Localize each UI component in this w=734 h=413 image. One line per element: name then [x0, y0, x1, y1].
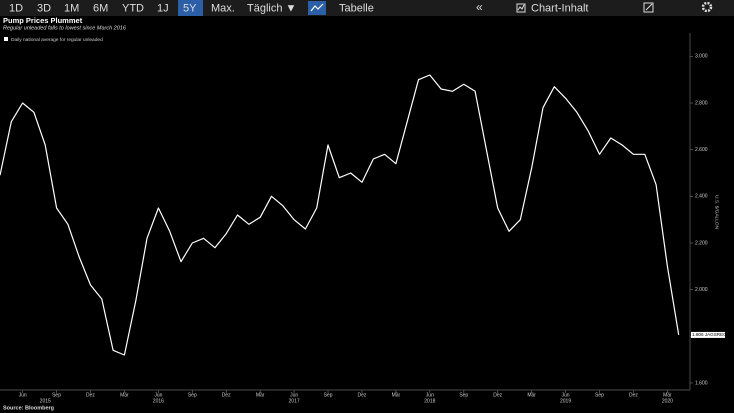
x-year-label: 2019: [560, 398, 571, 404]
x-tick-label: Jun: [426, 392, 434, 398]
x-tick-label: Jun: [562, 392, 570, 398]
toolbar-button[interactable]: 1M: [64, 2, 79, 14]
x-tick-label: Jun: [154, 392, 162, 398]
chart-content-icon: [516, 3, 526, 13]
y-tick-label: 2.000: [695, 287, 708, 293]
toolbar-button[interactable]: Tabelle: [339, 2, 374, 14]
x-tick-label: Sep: [188, 392, 197, 398]
x-tick-label: Dez: [222, 392, 231, 398]
y-tick-label: 2.200: [695, 240, 708, 246]
x-tick-label: Mär: [256, 392, 265, 398]
x-year-label: 2018: [424, 398, 435, 404]
y-tick-label: 1.600: [695, 380, 708, 386]
x-tick-label: Mär: [663, 392, 672, 398]
toolbar-button[interactable]: 3D: [37, 2, 51, 14]
x-tick-label: Mär: [527, 392, 536, 398]
toolbar-button[interactable]: Chart-Inhalt: [531, 2, 588, 14]
x-tick-label: Dez: [86, 392, 95, 398]
x-tick-label: Dez: [358, 392, 367, 398]
toolbar-button[interactable]: 6M: [93, 2, 108, 14]
chart-subtitle: Regular unleaded falls to lowest since M…: [3, 25, 127, 31]
x-tick-label: Mär: [120, 392, 129, 398]
toolbar-button[interactable]: 5Y: [183, 2, 197, 14]
x-tick-label: Sep: [52, 392, 61, 398]
x-tick-label: Sep: [324, 392, 333, 398]
toolbar-button[interactable]: 1D: [9, 2, 23, 14]
x-tick-label: Dez: [493, 392, 502, 398]
y-tick-label: 2.400: [695, 194, 708, 200]
y-tick-label: 2.600: [695, 147, 708, 153]
x-year-label: 2016: [153, 398, 164, 404]
last-value-box: [691, 331, 725, 338]
x-year-label: 2017: [289, 398, 300, 404]
toolbar-button[interactable]: 1J: [157, 2, 169, 14]
price-line: [0, 74, 680, 356]
collapse-icon[interactable]: «: [476, 0, 483, 14]
x-tick-label: Jun: [19, 392, 27, 398]
legend-label: Daily national average for regular unlea…: [11, 37, 103, 43]
chart-title: Pump Prices Plummet: [3, 16, 83, 25]
x-year-label: 2015: [40, 398, 51, 404]
edit-icon[interactable]: [643, 2, 654, 13]
last-value-label: 1.806 JAGSREG: [692, 332, 727, 337]
x-tick-label: Sep: [459, 392, 468, 398]
line-chart-icon: [310, 3, 324, 12]
y-axis-label: U.S. $/GALLON: [714, 195, 720, 230]
chart-area: [0, 16, 734, 413]
toolbar-button[interactable]: YTD: [122, 2, 144, 14]
y-tick-label: 3.000: [695, 54, 708, 60]
x-tick-label: Mär: [392, 392, 401, 398]
toolbar-button[interactable]: Täglich ▼: [247, 2, 296, 14]
source: Source: Bloomberg: [3, 405, 54, 411]
toolbar-button[interactable]: Max.: [211, 2, 235, 14]
y-tick-label: 2.800: [695, 100, 708, 106]
selected-range: [178, 0, 203, 16]
x-tick-label: Dez: [629, 392, 638, 398]
x-year-label: 2020: [662, 398, 673, 404]
settings-icon[interactable]: [701, 1, 713, 13]
legend-swatch: [4, 37, 8, 41]
x-tick-label: Sep: [595, 392, 604, 398]
x-tick-label: Jun: [290, 392, 298, 398]
